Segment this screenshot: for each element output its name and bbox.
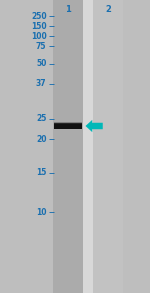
Text: 100: 100: [31, 32, 46, 40]
Bar: [54, 122, 82, 124]
Text: 75: 75: [36, 42, 46, 51]
FancyArrow shape: [85, 120, 103, 132]
Text: 15: 15: [36, 168, 46, 177]
Bar: [54, 123, 82, 129]
Text: 10: 10: [36, 208, 46, 217]
Text: 2: 2: [105, 5, 111, 14]
Text: 250: 250: [31, 12, 46, 21]
Text: 150: 150: [31, 22, 46, 31]
Bar: [93, 0, 123, 293]
Text: 50: 50: [36, 59, 46, 68]
Text: 20: 20: [36, 135, 46, 144]
Text: 37: 37: [36, 79, 46, 88]
Text: 25: 25: [36, 114, 46, 123]
Bar: [53, 0, 83, 293]
Text: 1: 1: [65, 5, 71, 14]
Bar: [83, 0, 93, 293]
